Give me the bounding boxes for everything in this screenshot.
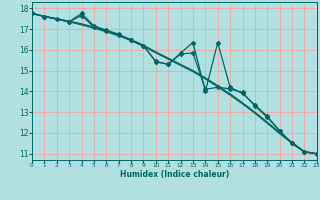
X-axis label: Humidex (Indice chaleur): Humidex (Indice chaleur) bbox=[120, 170, 229, 179]
